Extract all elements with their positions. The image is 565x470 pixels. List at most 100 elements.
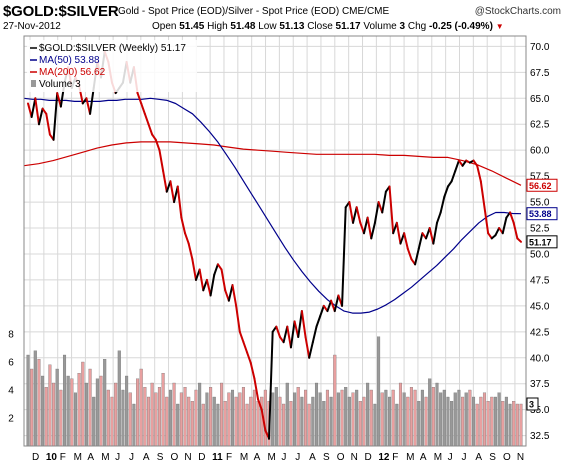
brand-label[interactable]: @StockCharts.com [474,6,561,17]
price-segment [501,216,508,235]
price-segment [436,211,442,224]
plot-frame [23,35,527,447]
volume-bar [325,389,329,447]
price-segment [154,138,161,152]
price-tick-label: 42.5 [530,327,550,338]
chg-label: Chg [407,21,427,32]
price-segment [282,325,289,344]
volume-bar [223,401,227,447]
volume-bar [398,382,403,447]
chg-value: -0.25 (-0.49%) [428,21,493,32]
volume-bar [252,389,256,447]
ma200-tag-box [526,178,558,192]
price-segment [275,325,281,339]
time-tick-label: S [489,452,496,463]
volume-bar [92,396,96,447]
price-tick-label: 57.5 [530,172,550,183]
price-segment [231,284,238,307]
volume-bar [431,387,435,447]
volume-bar [446,396,450,447]
legend-volume-swatch [31,80,36,87]
chart-date: 27-Nov-2012 [3,21,61,32]
close-tag: 51.17 [529,237,552,247]
price-segment [143,112,150,126]
volume-bar [227,392,231,447]
volume-bar [380,392,384,447]
volume-bar [132,403,136,447]
legend-ma200: MA(200) 56.62 [39,67,106,78]
price-segment [158,149,165,172]
price-segment [136,92,143,105]
legend-volume: Volume 3 [39,79,81,90]
volume-bar [482,392,487,447]
time-tick-label: M [74,452,82,463]
volume-bar [486,401,490,447]
price-segment [187,242,194,261]
time-tick-label: N [351,452,358,463]
volume-bar [347,396,351,447]
volume-bar [457,389,461,447]
volume-bar [198,382,202,447]
ohlc-summary: Open 51.45 High 51.48 Low 51.13 Close 51… [152,21,504,32]
price-segment [509,211,515,224]
price-segment [395,221,402,245]
price-segment [198,268,205,292]
volume-bar [336,392,340,447]
volume-bar [475,403,479,447]
time-tick-label: O [171,452,179,463]
time-tick-label: A [143,452,150,463]
volume-bar [504,396,508,447]
price-segment [220,268,227,292]
volume-bar [278,396,282,447]
value-tags: 56.62 53.88 51.17 3 [526,178,558,411]
price-segment [246,351,252,364]
legend-ma50: MA(50) 53.88 [39,55,100,66]
volume-bar [121,389,125,447]
price-tick-label: 50.0 [530,249,550,260]
volume-bar [110,396,114,447]
price-segment [348,201,355,224]
volume-bar [44,387,48,447]
time-tick-label: 11 [212,452,223,463]
price-tick-label: 67.5 [530,68,550,79]
price-segment [184,232,190,245]
ma50-line [23,97,522,314]
price-segment [446,180,453,188]
volume-bar [143,387,147,447]
price-segment [257,398,263,411]
time-tick-label: A [309,452,316,463]
price-segment [238,330,245,344]
price-segment [388,185,395,235]
time-tick-label: F [392,452,398,463]
volume-bar [351,392,355,447]
price-segment [414,247,420,266]
volume-bar [125,375,129,447]
price-tick-label: 70.0 [530,42,550,53]
volume-tick-label: 4 [8,386,14,397]
volume-tick-label: 8 [8,330,14,341]
price-segment [162,169,168,193]
symbol-description: Gold - Spot Price (EOD)/Silver - Spot Pr… [118,6,390,17]
ma50-tag-box [526,207,558,221]
price-segment [472,159,479,167]
volume-bar [307,403,311,447]
volume-tick-label: 2 [8,414,14,425]
volume-bar [249,396,253,447]
price-segment [147,123,154,136]
price-segment [373,201,380,224]
price-segment [249,361,256,380]
volume-bar [453,392,457,447]
volume-axis-labels: 2 4 6 8 [8,330,14,425]
ma200-line [23,141,522,186]
ma200-tag: 56.62 [529,181,552,191]
volume-bar [391,389,395,447]
volume-bars [26,336,523,447]
volume-bar [176,403,180,447]
volume-bar [37,359,41,447]
price-segment [403,232,409,250]
volume-bar [150,382,154,447]
volume-bar [241,387,245,447]
volume-bar [62,354,67,447]
time-tick-label: 10 [46,452,58,463]
